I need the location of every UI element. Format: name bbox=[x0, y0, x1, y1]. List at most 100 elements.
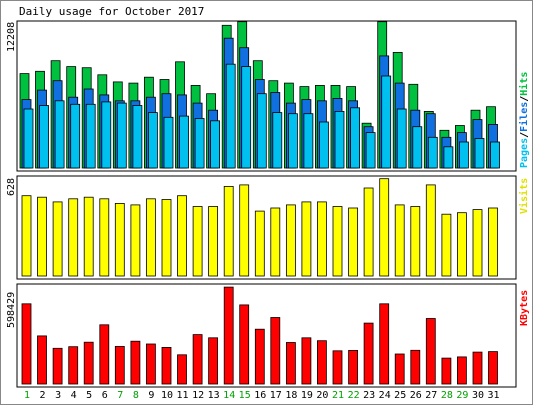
pages-bar bbox=[101, 101, 112, 169]
visits-bar bbox=[332, 206, 343, 277]
visits-bar bbox=[177, 195, 187, 277]
pages-bar bbox=[163, 116, 174, 169]
legend-sep-2: / bbox=[519, 96, 530, 102]
kbytes-bar bbox=[332, 350, 343, 385]
visits-bar bbox=[270, 207, 281, 277]
visits-bar bbox=[379, 178, 390, 277]
pages-bar bbox=[225, 63, 236, 169]
kbytes-bar bbox=[254, 328, 265, 385]
visits-bar bbox=[425, 184, 436, 277]
visits-bar bbox=[348, 207, 359, 277]
visits-bar bbox=[161, 199, 172, 277]
visits-bar bbox=[316, 201, 327, 277]
pages-bar bbox=[490, 141, 500, 169]
visits-bar bbox=[114, 202, 125, 277]
x-tick-label: 4 bbox=[71, 390, 77, 401]
x-tick-label: 5 bbox=[86, 390, 92, 401]
kbytes-bar bbox=[348, 349, 359, 385]
legend-files: Files bbox=[518, 102, 530, 132]
kbytes-bar bbox=[68, 346, 79, 385]
x-tick-label: 9 bbox=[148, 390, 154, 401]
x-tick-label: 12 bbox=[192, 390, 204, 401]
kbytes-bar bbox=[316, 340, 327, 385]
x-tick-label: 1 bbox=[24, 390, 30, 401]
visits-bar bbox=[285, 204, 296, 277]
visits-bar bbox=[301, 201, 312, 277]
pages-bar bbox=[179, 115, 189, 169]
pages-bar bbox=[443, 146, 454, 169]
pages-bar bbox=[194, 118, 205, 169]
pages-bar bbox=[256, 93, 267, 169]
kbytes-bar bbox=[301, 337, 312, 385]
x-tick-label: 7 bbox=[117, 390, 123, 401]
x-tick-label: 2 bbox=[39, 390, 45, 401]
pages-bar bbox=[334, 111, 345, 169]
visits-bar bbox=[192, 206, 203, 277]
x-tick-label: 27 bbox=[425, 390, 437, 401]
pages-bar bbox=[350, 107, 361, 169]
x-tick-label: 6 bbox=[102, 390, 108, 401]
kbytes-bar bbox=[37, 335, 47, 385]
visits-bar bbox=[52, 201, 63, 277]
kbytes-bar bbox=[394, 353, 405, 385]
pages-bar bbox=[85, 103, 96, 169]
panel-kbytes-legend: KBytes bbox=[519, 290, 530, 326]
kbytes-bar bbox=[177, 354, 187, 385]
kbytes-bar bbox=[114, 345, 125, 385]
panel-kbytes-ymax-label: 598429 bbox=[6, 292, 17, 328]
bar-layer bbox=[19, 21, 500, 385]
kbytes-bar bbox=[239, 304, 250, 385]
kbytes-bar bbox=[145, 343, 156, 385]
visits-bar bbox=[99, 198, 110, 277]
pages-bar bbox=[396, 108, 407, 169]
visits-bar bbox=[239, 184, 250, 277]
visits-bar bbox=[83, 196, 94, 277]
kbytes-bar bbox=[410, 349, 421, 385]
kbytes-bar bbox=[441, 357, 452, 385]
x-tick-label: 29 bbox=[456, 390, 468, 401]
x-tick-label: 24 bbox=[379, 390, 391, 401]
x-tick-label: 19 bbox=[301, 390, 313, 401]
x-tick-label: 14 bbox=[223, 390, 235, 401]
x-tick-label: 31 bbox=[487, 390, 499, 401]
pages-bar bbox=[23, 108, 34, 169]
kbytes-bar bbox=[285, 342, 296, 385]
kbytes-bar bbox=[161, 346, 172, 385]
kbytes-bar bbox=[52, 347, 63, 385]
kbytes-bar bbox=[456, 356, 467, 385]
x-axis-day-labels: 1 2 3 4 5 6 7 8 9 10 11 12 13 14 15 16 17 18 19 20 21 22 23 24 2… bbox=[24, 390, 500, 401]
visits-bar bbox=[68, 198, 79, 277]
pages-bar bbox=[241, 66, 252, 169]
panel-hits-ymax-label: 12208 bbox=[6, 22, 17, 52]
x-tick-label: 18 bbox=[285, 390, 297, 401]
kbytes-bar bbox=[192, 334, 203, 385]
x-tick-label: 23 bbox=[363, 390, 375, 401]
x-tick-label: 20 bbox=[316, 390, 328, 401]
legend-sep-1: / bbox=[519, 132, 530, 138]
x-tick-label: 22 bbox=[348, 390, 360, 401]
x-tick-label: 11 bbox=[176, 390, 188, 401]
panel-hits-legend: Pages/Files/Hits bbox=[518, 72, 530, 168]
pages-bar bbox=[39, 105, 49, 169]
x-tick-label: 15 bbox=[239, 390, 251, 401]
visits-bar bbox=[145, 198, 156, 277]
kbytes-bar bbox=[379, 303, 390, 385]
x-tick-label: 26 bbox=[410, 390, 422, 401]
visits-bar bbox=[410, 206, 421, 277]
kbytes-bar bbox=[363, 322, 374, 385]
pages-bar bbox=[427, 136, 438, 169]
kbytes-bar bbox=[488, 351, 498, 385]
visits-bar bbox=[223, 185, 234, 277]
panel-visits-legend: Visits bbox=[518, 178, 530, 214]
pages-bar bbox=[303, 113, 314, 169]
pages-bar bbox=[458, 141, 469, 169]
visits-bar bbox=[472, 209, 483, 277]
kbytes-bar bbox=[270, 317, 281, 385]
kbytes-bar bbox=[425, 318, 436, 385]
pages-bar bbox=[132, 105, 143, 169]
x-tick-label: 8 bbox=[133, 390, 139, 401]
visits-bar bbox=[441, 213, 452, 277]
pages-bar bbox=[365, 132, 376, 169]
legend-hits: Hits bbox=[518, 72, 530, 96]
